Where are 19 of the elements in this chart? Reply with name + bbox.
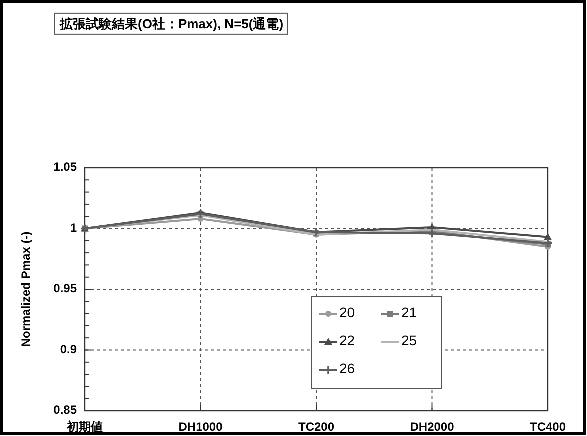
y-tick-label: 0.9	[60, 342, 78, 356]
point	[544, 233, 552, 240]
x-tick-label: 初期値	[66, 420, 103, 434]
y-tick-label: 1	[70, 220, 78, 235]
x-tick-label: DH1000	[178, 420, 224, 434]
point	[543, 238, 553, 248]
legend-label: 25	[402, 332, 418, 349]
y-tick-label: 1.05	[54, 160, 78, 174]
x-tick-label: TC400	[530, 420, 566, 434]
legend-label: 21	[402, 304, 418, 321]
legend-label: 22	[340, 332, 356, 349]
y-tick-label: 0.85	[54, 403, 78, 418]
x-tick-label: DH2000	[410, 420, 455, 434]
x-tick-label: TC200	[298, 420, 335, 434]
legend-label: 26	[340, 360, 356, 377]
y-axis-title: Normalized Pmax (-)	[19, 232, 33, 348]
y-tick-label: 0.95	[54, 282, 78, 296]
chart-title: 拡張試験結果(O社：Pmax), N=5(通電)	[59, 16, 284, 32]
legend-label: 20	[340, 304, 356, 321]
